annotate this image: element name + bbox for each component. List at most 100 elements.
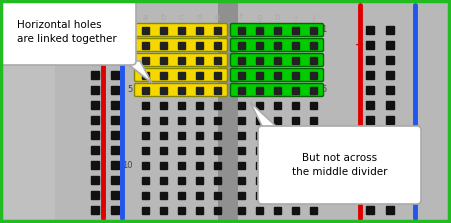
Text: h: h: [274, 12, 280, 21]
Bar: [111, 176, 119, 184]
Polygon shape: [250, 102, 280, 130]
Bar: [178, 161, 184, 169]
Bar: [111, 146, 119, 154]
FancyBboxPatch shape: [55, 2, 449, 221]
Bar: [238, 147, 244, 153]
Bar: [91, 26, 99, 34]
Bar: [91, 206, 99, 214]
Bar: [386, 176, 394, 184]
Text: But not across
the middle divider: But not across the middle divider: [292, 153, 387, 178]
FancyBboxPatch shape: [258, 126, 421, 204]
Bar: [386, 41, 394, 49]
Bar: [238, 192, 244, 198]
Bar: [386, 56, 394, 64]
Text: f: f: [239, 12, 243, 21]
Bar: [291, 72, 299, 78]
Bar: [273, 176, 281, 184]
Bar: [291, 87, 299, 93]
Bar: [256, 116, 262, 124]
Bar: [142, 192, 148, 198]
Bar: [213, 176, 221, 184]
Bar: [238, 176, 244, 184]
Bar: [142, 116, 148, 124]
Bar: [273, 101, 281, 109]
Bar: [309, 101, 317, 109]
FancyBboxPatch shape: [218, 2, 238, 221]
Bar: [366, 56, 374, 64]
Bar: [111, 206, 119, 214]
Bar: [366, 71, 374, 79]
Bar: [195, 206, 202, 213]
Bar: [238, 161, 244, 169]
Bar: [213, 56, 221, 64]
FancyBboxPatch shape: [230, 68, 323, 81]
Bar: [273, 192, 281, 198]
Bar: [366, 146, 374, 154]
Bar: [309, 192, 317, 198]
Bar: [386, 206, 394, 214]
Bar: [142, 56, 148, 64]
Bar: [366, 101, 374, 109]
Text: -: -: [413, 45, 417, 55]
Bar: [366, 161, 374, 169]
Bar: [366, 41, 374, 49]
Bar: [160, 116, 166, 124]
Bar: [386, 71, 394, 79]
FancyBboxPatch shape: [230, 54, 323, 66]
Bar: [178, 72, 184, 78]
Bar: [111, 71, 119, 79]
Bar: [195, 41, 202, 48]
Bar: [160, 27, 166, 33]
Bar: [366, 176, 374, 184]
Bar: [309, 176, 317, 184]
Text: +: +: [355, 40, 364, 50]
Bar: [238, 132, 244, 138]
Bar: [213, 132, 221, 138]
Bar: [309, 72, 317, 78]
Bar: [273, 132, 281, 138]
Bar: [195, 132, 202, 138]
Bar: [111, 26, 119, 34]
Bar: [366, 131, 374, 139]
Text: Horizontal holes
are linked together: Horizontal holes are linked together: [17, 20, 117, 44]
Bar: [91, 101, 99, 109]
Bar: [160, 147, 166, 153]
FancyBboxPatch shape: [134, 54, 227, 66]
Bar: [256, 147, 262, 153]
Bar: [309, 161, 317, 169]
Bar: [386, 191, 394, 199]
Bar: [256, 176, 262, 184]
FancyBboxPatch shape: [230, 39, 323, 52]
Bar: [195, 27, 202, 33]
Bar: [291, 101, 299, 109]
Bar: [291, 132, 299, 138]
Bar: [238, 116, 244, 124]
Bar: [309, 116, 317, 124]
Bar: [111, 41, 119, 49]
Bar: [273, 41, 281, 48]
Bar: [178, 206, 184, 213]
Bar: [291, 192, 299, 198]
FancyBboxPatch shape: [134, 83, 227, 97]
Bar: [309, 147, 317, 153]
Bar: [291, 206, 299, 213]
Bar: [213, 72, 221, 78]
Bar: [256, 56, 262, 64]
Text: j: j: [312, 12, 314, 21]
Bar: [213, 87, 221, 93]
Bar: [178, 87, 184, 93]
Bar: [213, 147, 221, 153]
Bar: [142, 161, 148, 169]
Bar: [195, 87, 202, 93]
Bar: [111, 101, 119, 109]
Bar: [213, 161, 221, 169]
Bar: [386, 131, 394, 139]
Bar: [160, 56, 166, 64]
Bar: [213, 206, 221, 213]
Bar: [195, 176, 202, 184]
Bar: [238, 101, 244, 109]
Text: 10: 10: [123, 161, 133, 169]
Bar: [273, 116, 281, 124]
Bar: [91, 71, 99, 79]
Bar: [178, 116, 184, 124]
